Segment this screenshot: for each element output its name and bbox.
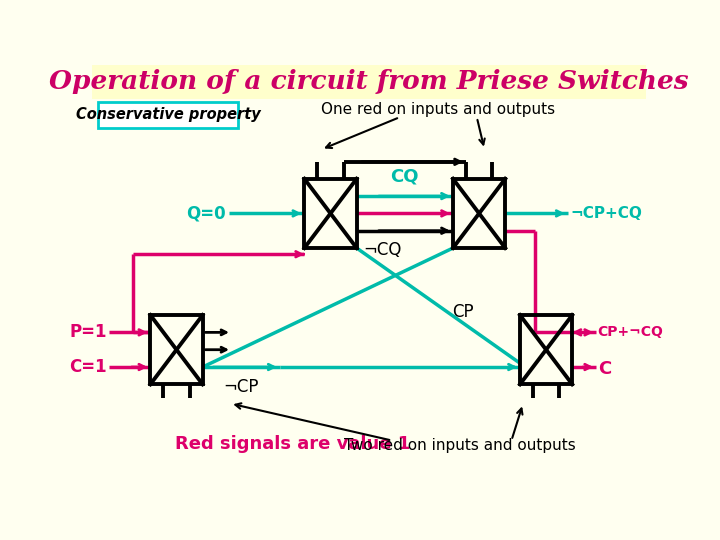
Text: One red on inputs and outputs: One red on inputs and outputs xyxy=(321,102,555,117)
Text: C=1: C=1 xyxy=(70,358,107,376)
Text: ¬CP: ¬CP xyxy=(223,378,259,396)
Text: ¬CP+CQ: ¬CP+CQ xyxy=(571,206,643,221)
Text: Conservative property: Conservative property xyxy=(76,107,261,123)
Text: CP+¬CQ: CP+¬CQ xyxy=(598,326,664,339)
Text: P=1: P=1 xyxy=(70,323,107,341)
Text: CP: CP xyxy=(452,303,474,321)
Text: Red signals are value 1: Red signals are value 1 xyxy=(175,435,410,453)
Text: ¬CQ: ¬CQ xyxy=(363,241,401,259)
Text: C: C xyxy=(598,360,611,377)
Text: Operation of a circuit from Priese Switches: Operation of a circuit from Priese Switc… xyxy=(49,69,689,94)
Text: CQ: CQ xyxy=(390,167,419,185)
Text: Two red on inputs and outputs: Two red on inputs and outputs xyxy=(344,438,576,453)
FancyBboxPatch shape xyxy=(98,102,238,128)
Text: Q=0: Q=0 xyxy=(186,205,226,222)
FancyBboxPatch shape xyxy=(92,65,647,99)
